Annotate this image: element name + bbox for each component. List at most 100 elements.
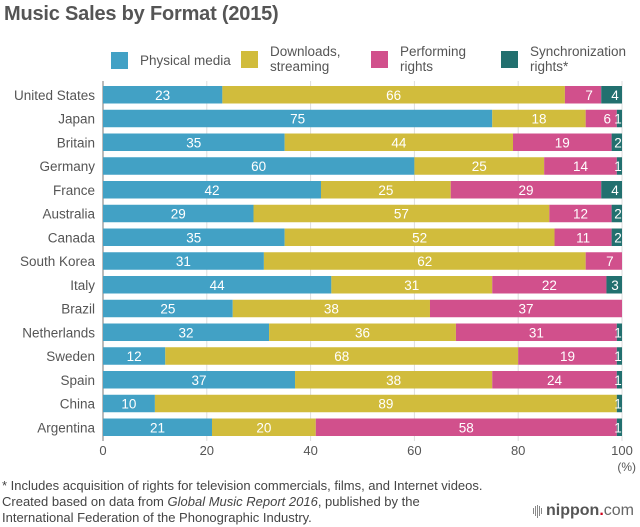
logo-suffix: com [603, 502, 634, 519]
data-label: 38 [386, 373, 401, 388]
data-label: 1 [614, 397, 622, 412]
bar-segment [154, 394, 617, 413]
data-label: 37 [191, 373, 206, 388]
bar-segment [492, 371, 617, 389]
data-label: 29 [171, 207, 186, 222]
bar-segment [103, 252, 264, 270]
bar-segment [103, 299, 233, 318]
logo-brand: nippon [546, 502, 600, 519]
data-label: 14 [573, 159, 589, 174]
bar-segment [103, 133, 285, 151]
bar-segment [315, 418, 617, 436]
bar-segment [492, 276, 607, 294]
data-label: 32 [179, 325, 194, 340]
x-unit-label: (%) [617, 460, 636, 474]
legend-item-physical-media: Physical media [111, 52, 231, 69]
footnote-source: Created based on data from Global Music … [2, 494, 420, 510]
bar-segment [455, 323, 617, 341]
bar-segment [295, 371, 493, 389]
data-label: 7 [585, 88, 593, 103]
legend-label: Physical media [140, 53, 231, 68]
stacked-bar-chart: 23 66 7 475 18 6 135 44 19 260 25 14 142 25 29 429 57 12 2… [14, 81, 636, 474]
data-label: 20 [256, 420, 271, 435]
footnote-source-line2: International Federation of the Phonogra… [2, 510, 312, 525]
data-label: 19 [560, 349, 575, 364]
data-label: 1 [614, 420, 622, 435]
bar-segment [544, 157, 617, 175]
legend-label: Performing rights [400, 44, 467, 74]
legend-item-synchronization-rights: Synchronization rights* [501, 44, 626, 74]
bar-segment [611, 204, 622, 223]
data-label: 12 [573, 207, 588, 222]
bar-segment [103, 157, 415, 175]
data-label: 31 [176, 254, 191, 269]
data-label: 10 [121, 397, 136, 412]
footnote-asterisk: * Includes acquisition of rights for tel… [2, 478, 483, 493]
data-label: 38 [324, 302, 339, 317]
source-title: Global Music Report 2016 [167, 494, 318, 509]
data-label: 89 [378, 397, 393, 412]
bar-segment [616, 371, 622, 389]
legend-item-performing-rights: Performing rights [371, 44, 466, 74]
bar-segment [554, 228, 612, 246]
bar-segment [611, 228, 622, 246]
data-label: 62 [417, 254, 432, 269]
data-label: 36 [355, 325, 370, 340]
category-label: Sweden [46, 349, 95, 364]
bar-segment [103, 276, 332, 294]
legend-label: Downloads, streaming [270, 44, 341, 74]
bar-segment [616, 109, 622, 128]
data-label: 35 [186, 135, 201, 150]
bar-segment [103, 347, 166, 365]
bar-segment [331, 276, 493, 294]
bar-segment [269, 323, 456, 341]
category-label: Japan [58, 112, 95, 127]
data-label: 29 [518, 183, 533, 198]
source-suffix: , published by the [317, 494, 420, 509]
bar-segment [263, 252, 586, 270]
legend-swatch-synchronization [501, 50, 518, 68]
data-label: 2 [614, 230, 622, 245]
x-tick-labels: 0 20 40 60 80 100 [99, 443, 632, 458]
category-label: Spain [60, 373, 95, 388]
bar-segment [518, 347, 617, 365]
data-label: 1 [614, 349, 622, 364]
data-label: 25 [472, 159, 487, 174]
data-label: 1 [614, 159, 622, 174]
data-label: 31 [404, 278, 419, 293]
legend-swatch-physical-media [111, 52, 128, 69]
data-label: 42 [204, 183, 219, 198]
bar-segment [616, 394, 622, 413]
bars: 23 66 7 475 18 6 135 44 19 260 25 14 142 25 29 429 57 12 2… [103, 86, 622, 436]
bar-segment [601, 86, 622, 104]
category-label: Italy [70, 278, 95, 293]
bar-segment [103, 418, 212, 436]
category-label: China [60, 397, 96, 412]
bar-segment [103, 394, 155, 413]
data-label: 6 [603, 112, 611, 127]
category-label: Netherlands [22, 325, 95, 340]
bar-segment [611, 133, 622, 151]
bar-segment [616, 157, 622, 175]
chart-title: Music Sales by Format (2015) [4, 3, 279, 25]
bar-segment [616, 347, 622, 365]
source-prefix: Created based on data from [2, 494, 168, 509]
category-label: United States [14, 88, 95, 103]
category-label: Brazil [61, 302, 95, 317]
bar-segment [232, 299, 430, 318]
x-tick-label: 0 [99, 443, 106, 458]
data-label: 1 [614, 112, 622, 127]
data-label: 7 [606, 254, 614, 269]
legend-swatch-performing [371, 50, 388, 68]
bar-segment [103, 228, 285, 246]
bar-segment [211, 418, 316, 436]
bar-segment [585, 109, 617, 128]
bar-segment [429, 299, 622, 318]
data-label: 23 [155, 88, 170, 103]
data-label: 18 [531, 112, 546, 127]
data-label: 44 [210, 278, 226, 293]
category-label: France [53, 183, 95, 198]
bar-segment [103, 323, 270, 341]
sound-bars-icon [533, 504, 542, 518]
category-labels: United States Japan Britain Germany France Au… [14, 88, 96, 436]
